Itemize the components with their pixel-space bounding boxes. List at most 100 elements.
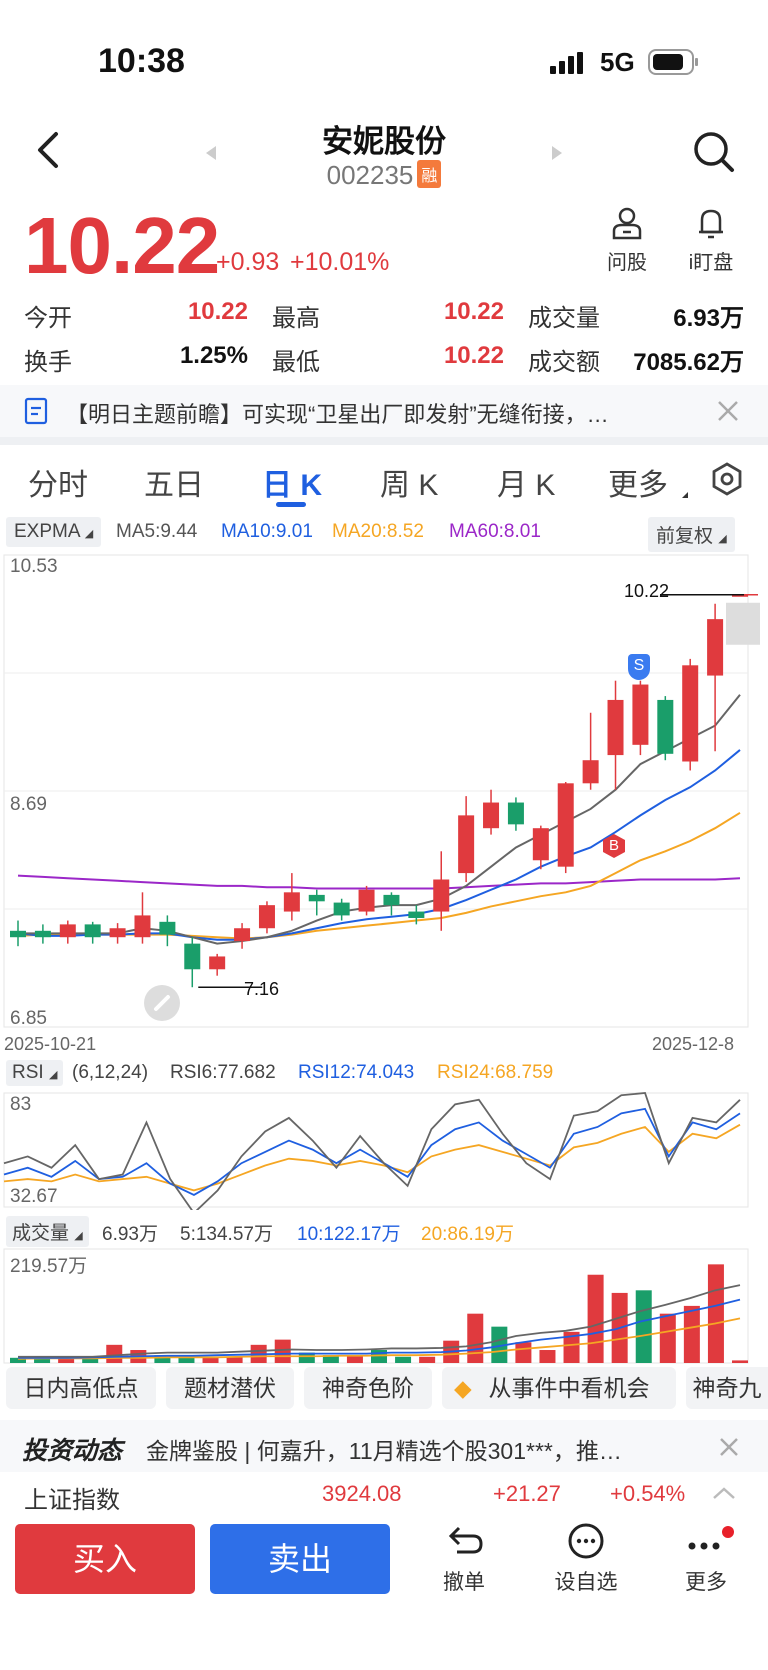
tab-daily-k[interactable]: 日 K: [262, 469, 322, 502]
limit-up-box: [726, 602, 760, 645]
add-favorite-button[interactable]: 设自选: [546, 1522, 626, 1596]
volume-bar: [732, 1360, 748, 1363]
ma5-line: [18, 694, 741, 945]
margin-tag: 融: [417, 160, 442, 188]
plot-frame: [3, 1092, 749, 1208]
candle-body: [458, 815, 475, 874]
tab-more[interactable]: 更多: [608, 469, 668, 502]
cancel-order-button[interactable]: 撤单: [424, 1522, 504, 1596]
volume-bar: [154, 1355, 171, 1363]
tab-weekly-k[interactable]: 周 K: [380, 469, 439, 502]
rsi-selector[interactable]: RSI ◢: [6, 1060, 64, 1086]
volume-chart[interactable]: [0, 1246, 768, 1366]
feature-events-label: 从事件中看机会: [488, 1375, 650, 1401]
tab-monthly-k[interactable]: 月 K: [497, 469, 556, 502]
volume-bar: [371, 1350, 387, 1363]
volume-bar: [322, 1355, 339, 1363]
high-label: 最高: [272, 305, 320, 332]
volume-bar: [202, 1356, 219, 1363]
candle-body: [258, 905, 275, 929]
stock-code: 002235: [326, 160, 414, 190]
settings-icon[interactable]: [709, 461, 745, 497]
cancel-order-label: 撤单: [443, 1571, 485, 1594]
price-change: +0.93: [216, 248, 280, 276]
bottom-action-bar: 买入 卖出 撤单 设自选 更多: [0, 1518, 768, 1618]
sell-button[interactable]: 卖出: [210, 1524, 390, 1594]
kline-ymid: 8.69: [10, 794, 47, 815]
rsi-ymax: 83: [10, 1094, 32, 1115]
volume-bar: [178, 1356, 195, 1363]
rsi-ymin: 32.67: [10, 1186, 58, 1207]
volume-selector[interactable]: 成交量 ◢: [6, 1216, 89, 1247]
volume-bar: [419, 1356, 436, 1363]
ma60-line: [17, 874, 741, 890]
rsi12-label: RSI12:74.043: [298, 1062, 415, 1083]
vol-ma10-label: 10:122.17万: [297, 1224, 401, 1245]
buy-button[interactable]: 买入: [15, 1524, 195, 1594]
low-label: 最低: [272, 349, 320, 376]
investment-news-banner[interactable]: 投资动态 金牌鉴股 | 何嘉升，11月精选个股301***，推…: [0, 1420, 768, 1472]
next-stock-arrow-icon[interactable]: [552, 146, 562, 160]
more-label: 更多: [685, 1571, 727, 1594]
network-type: 5G: [600, 47, 635, 77]
bell-icon: [699, 209, 723, 239]
candle-body: [84, 924, 101, 938]
back-arrow-icon[interactable]: [30, 130, 70, 170]
close-icon[interactable]: [718, 1436, 740, 1458]
candle-body: [234, 928, 251, 942]
sell-signal-tag[interactable]: S: [628, 654, 650, 680]
close-icon[interactable]: [716, 399, 740, 423]
last-price: 10.22: [24, 201, 220, 290]
feature-intraday-hilo[interactable]: 日内高低点: [6, 1367, 156, 1409]
tab-intraday[interactable]: 分时: [28, 469, 88, 502]
stock-header: 安妮股份 002235 融: [0, 110, 768, 195]
volume-bar: [515, 1342, 532, 1363]
rsi-chart[interactable]: [0, 1090, 768, 1210]
low-value: 10.22: [443, 342, 504, 369]
buy-signal-tag[interactable]: B: [603, 834, 625, 858]
volume-bar: [106, 1344, 123, 1363]
caret-icon: ◢: [48, 1069, 58, 1081]
candle-body: [383, 894, 400, 906]
stock-name: 安妮股份: [322, 124, 446, 159]
candle-body: [682, 665, 699, 762]
chevron-up-icon[interactable]: [712, 1486, 736, 1500]
index-ticker[interactable]: 上证指数 3924.08 +21.27 +0.54%: [0, 1468, 768, 1518]
kline-chart[interactable]: [0, 550, 768, 1030]
pen-icon: [154, 995, 170, 1011]
vol-ma5-label: 5:134.57万: [180, 1224, 273, 1245]
diamond-icon: ◆: [454, 1375, 472, 1401]
expma-selector[interactable]: EXPMA ◢: [6, 517, 102, 547]
clock: 10:38: [98, 42, 185, 80]
more-dots-icon: [688, 1526, 734, 1550]
low-marker-label: 7.16: [244, 979, 280, 999]
candle-body: [109, 928, 126, 938]
feature-color-scale[interactable]: 神奇色阶: [304, 1367, 432, 1409]
rsi24-line: [3, 1123, 741, 1192]
adjust-selector[interactable]: 前复权 ◢: [648, 517, 735, 552]
date-start: 2025-10-21: [4, 1034, 97, 1054]
status-bar: 10:38 5G: [0, 0, 768, 110]
index-price: 3924.08: [322, 1481, 402, 1506]
turnover-value: 1.25%: [179, 342, 248, 369]
watch-button[interactable]: i盯盘: [676, 206, 746, 275]
prev-stock-arrow-icon[interactable]: [206, 146, 216, 160]
tab-five-day[interactable]: 五日: [144, 469, 204, 502]
more-button[interactable]: 更多: [666, 1522, 746, 1596]
feature-events[interactable]: ◆ 从事件中看机会: [442, 1367, 676, 1409]
feature-nine[interactable]: 神奇九: [686, 1367, 768, 1409]
ask-stock-button[interactable]: 问股: [592, 206, 662, 275]
undo-icon: [448, 1526, 483, 1554]
candle-body: [408, 911, 425, 918]
volume-bar: [10, 1357, 26, 1363]
ma5-label: MA5:9.44: [116, 521, 198, 542]
candle-body: [184, 943, 201, 970]
news-banner[interactable]: 【明日主题前瞻】可实现“卫星出厂即发射”无缝衔接，…: [0, 385, 768, 437]
draw-tool-button[interactable]: [144, 985, 180, 1021]
stock-code-row: 002235 融: [0, 160, 768, 191]
search-icon[interactable]: [692, 130, 736, 174]
volume-label: 成交量: [528, 305, 600, 332]
feature-theme-ambush[interactable]: 题材潜伏: [166, 1367, 294, 1409]
candle-body: [707, 619, 724, 676]
candle-body: [34, 930, 51, 938]
